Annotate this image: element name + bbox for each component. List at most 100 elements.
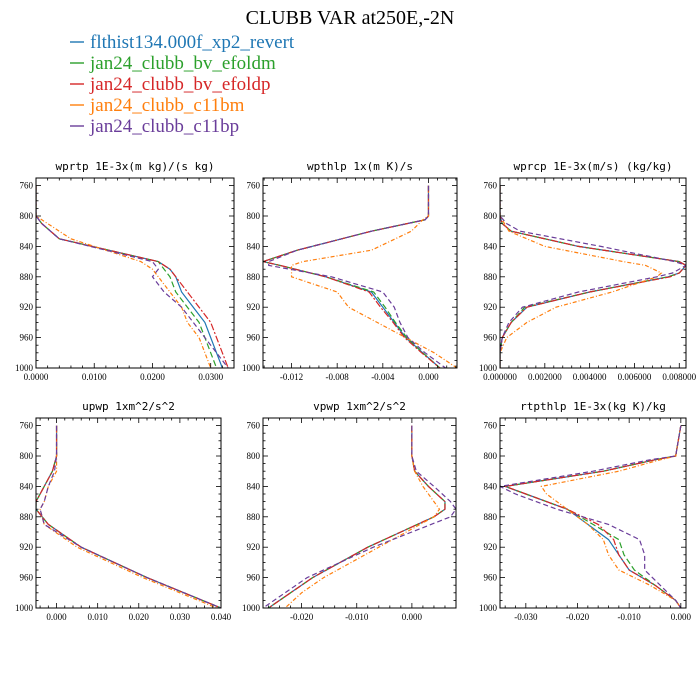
panels: wprtp 1E-3x(m kg)/(s kg) 760 800 840 880 920 9… <box>15 160 697 622</box>
chart-panel: vpwp 1xm^2/s^2 760 800 840 880 920 960 1000 -0.0… <box>242 400 457 622</box>
series-line <box>290 185 457 368</box>
y-tick-label: 800 <box>20 451 34 461</box>
legend-item: jan24_clubb_c11bm <box>70 95 245 116</box>
series-line <box>502 425 682 608</box>
chart-panel: wprtp 1E-3x(m kg)/(s kg) 760 800 840 880 920 9… <box>15 160 235 382</box>
chart-panel: upwp 1xm^2/s^2 760 800 840 880 920 960 1000 0.00… <box>15 400 232 622</box>
series-line <box>268 425 446 608</box>
y-tick-label: 960 <box>247 333 261 343</box>
y-tick-label: 800 <box>484 451 498 461</box>
y-tick-label: 920 <box>20 302 34 312</box>
series-line <box>36 425 221 608</box>
x-tick-label: 0.010 <box>88 612 109 622</box>
x-tick-label: 0.004000 <box>573 372 607 382</box>
y-tick-label: 960 <box>484 573 498 583</box>
panel-title: wprtp 1E-3x(m kg)/(s kg) <box>56 160 215 173</box>
plot-frame <box>35 177 235 369</box>
series-line <box>39 425 221 608</box>
y-tick-label: 760 <box>484 421 498 431</box>
y-tick-label: 960 <box>20 333 34 343</box>
x-tick-label: 0.008000 <box>662 372 696 382</box>
x-tick-label: -0.030 <box>514 612 538 622</box>
series-line <box>36 425 221 608</box>
y-tick-label: 880 <box>484 272 498 282</box>
x-tick-label: 0.0300 <box>198 372 223 382</box>
y-tick-label: 880 <box>20 272 34 282</box>
y-tick-label: 1000 <box>15 603 34 613</box>
y-tick-label: 840 <box>247 481 261 491</box>
legend-item: jan24_clubb_bv_efoldm <box>70 53 276 74</box>
series-line <box>500 185 686 368</box>
y-tick-label: 1000 <box>242 603 261 613</box>
y-tick-label: 760 <box>247 421 261 431</box>
series-line <box>500 425 682 608</box>
y-tick-label: 760 <box>247 181 261 191</box>
x-tick-label: 0.002000 <box>528 372 562 382</box>
y-tick-label: 840 <box>484 481 498 491</box>
x-tick-label: -0.012 <box>280 372 303 382</box>
series-line <box>36 185 229 368</box>
legend-item: flthist134.000f_xp2_revert <box>70 32 295 53</box>
y-tick-label: 960 <box>20 573 34 583</box>
y-tick-label: 880 <box>247 272 261 282</box>
series-line <box>268 185 446 368</box>
x-tick-label: 0.000000 <box>483 372 517 382</box>
series-line <box>39 425 218 608</box>
series-line <box>268 425 446 608</box>
plot-frame <box>262 177 458 369</box>
panel-title: vpwp 1xm^2/s^2 <box>313 400 406 413</box>
panel-title: rtpthlp 1E-3x(kg K)/kg <box>520 400 666 413</box>
series-line <box>284 425 441 608</box>
y-tick-label: 880 <box>247 512 261 522</box>
y-tick-label: 800 <box>20 211 34 221</box>
x-tick-label: 0.000 <box>671 612 692 622</box>
y-tick-label: 920 <box>247 542 261 552</box>
chart-panel: wpthlp 1x(m K)/s 760 800 840 880 920 960 1000 -0… <box>242 160 458 382</box>
x-tick-label: 0.006000 <box>618 372 652 382</box>
x-tick-label: 0.030 <box>170 612 191 622</box>
series-line <box>500 185 663 368</box>
y-tick-label: 920 <box>247 302 261 312</box>
y-tick-label: 840 <box>247 241 261 251</box>
series-line <box>540 425 682 608</box>
series-line <box>263 185 441 368</box>
x-tick-label: 0.000 <box>402 612 423 622</box>
y-tick-label: 760 <box>484 181 498 191</box>
x-tick-label: 0.0000 <box>24 372 49 382</box>
series-line <box>500 185 686 368</box>
y-tick-label: 760 <box>20 421 34 431</box>
x-tick-label: -0.020 <box>290 612 314 622</box>
legend-label: jan24_clubb_c11bm <box>89 95 245 116</box>
y-tick-label: 840 <box>20 241 34 251</box>
legend-label: jan24_clubb_c11bp <box>89 116 239 137</box>
y-tick-label: 840 <box>20 481 34 491</box>
panel-title: wprcp 1E-3x(m/s) (kg/kg) <box>514 160 673 173</box>
series-line <box>263 425 456 608</box>
x-tick-label: 0.0200 <box>140 372 165 382</box>
legend-label: jan24_clubb_bv_efoldm <box>89 53 276 74</box>
y-tick-label: 840 <box>484 241 498 251</box>
legend-label: jan24_clubb_bv_efoldp <box>89 74 270 95</box>
series-line <box>36 185 212 368</box>
y-tick-label: 1000 <box>479 363 498 373</box>
series-line <box>263 185 441 368</box>
series-line <box>36 185 218 368</box>
series-line <box>36 185 229 368</box>
x-tick-label: -0.010 <box>618 612 642 622</box>
x-tick-label: 0.0100 <box>82 372 107 382</box>
panel-title: upwp 1xm^2/s^2 <box>82 400 175 413</box>
legend: flthist134.000f_xp2_revertjan24_clubb_bv… <box>70 32 295 137</box>
x-tick-label: 0.000 <box>418 372 439 382</box>
series-line <box>36 425 221 608</box>
y-tick-label: 800 <box>247 211 261 221</box>
y-tick-label: 1000 <box>242 363 261 373</box>
x-tick-label: 0.040 <box>211 612 232 622</box>
y-tick-label: 920 <box>20 542 34 552</box>
plot-frame <box>262 417 457 609</box>
series-line <box>263 185 441 368</box>
chart-panel: wprcp 1E-3x(m/s) (kg/kg) 760 800 840 880 920 9… <box>479 160 697 382</box>
x-tick-label: 0.020 <box>129 612 150 622</box>
panel-title: wpthlp 1x(m K)/s <box>307 160 413 173</box>
x-tick-label: -0.020 <box>566 612 590 622</box>
